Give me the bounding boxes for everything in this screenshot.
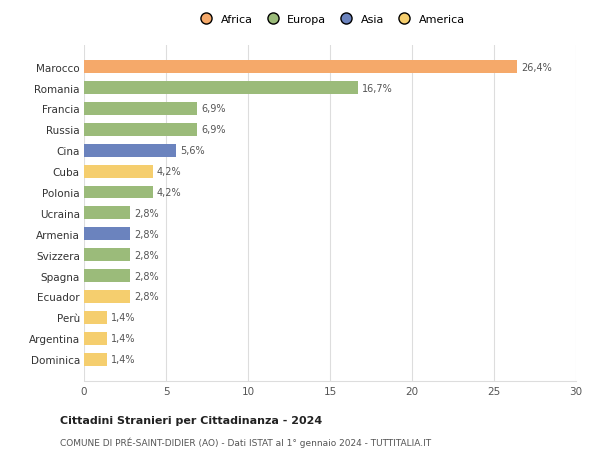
Text: 6,9%: 6,9% (201, 104, 226, 114)
Legend: Africa, Europa, Asia, America: Africa, Europa, Asia, America (195, 15, 465, 25)
Text: 2,8%: 2,8% (134, 250, 158, 260)
Bar (84, 207, 130, 220)
Text: 1,4%: 1,4% (111, 333, 136, 343)
Bar (84, 353, 107, 366)
Bar (84, 145, 176, 157)
Text: 6,9%: 6,9% (201, 125, 226, 135)
Bar (84, 165, 153, 178)
Bar (84, 311, 107, 324)
Text: 1,4%: 1,4% (111, 313, 136, 323)
Text: 2,8%: 2,8% (134, 292, 158, 302)
Bar (84, 249, 130, 262)
Bar (84, 82, 358, 95)
Text: 4,2%: 4,2% (157, 188, 182, 197)
Text: 16,7%: 16,7% (362, 84, 393, 94)
Bar (84, 103, 197, 116)
Text: 4,2%: 4,2% (157, 167, 182, 177)
Text: 5,6%: 5,6% (180, 146, 205, 156)
Text: 2,8%: 2,8% (134, 208, 158, 218)
Text: Cittadini Stranieri per Cittadinanza - 2024: Cittadini Stranieri per Cittadinanza - 2… (60, 415, 322, 425)
Text: 26,4%: 26,4% (521, 62, 552, 73)
Text: COMUNE DI PRÉ-SAINT-DIDIER (AO) - Dati ISTAT al 1° gennaio 2024 - TUTTITALIA.IT: COMUNE DI PRÉ-SAINT-DIDIER (AO) - Dati I… (60, 437, 431, 448)
Bar (84, 228, 130, 241)
Text: 2,8%: 2,8% (134, 271, 158, 281)
Bar (84, 332, 107, 345)
Bar (84, 269, 130, 282)
Text: 2,8%: 2,8% (134, 230, 158, 239)
Bar (84, 186, 153, 199)
Text: 1,4%: 1,4% (111, 354, 136, 364)
Bar (84, 290, 130, 303)
Bar (84, 61, 517, 74)
Bar (84, 123, 197, 137)
